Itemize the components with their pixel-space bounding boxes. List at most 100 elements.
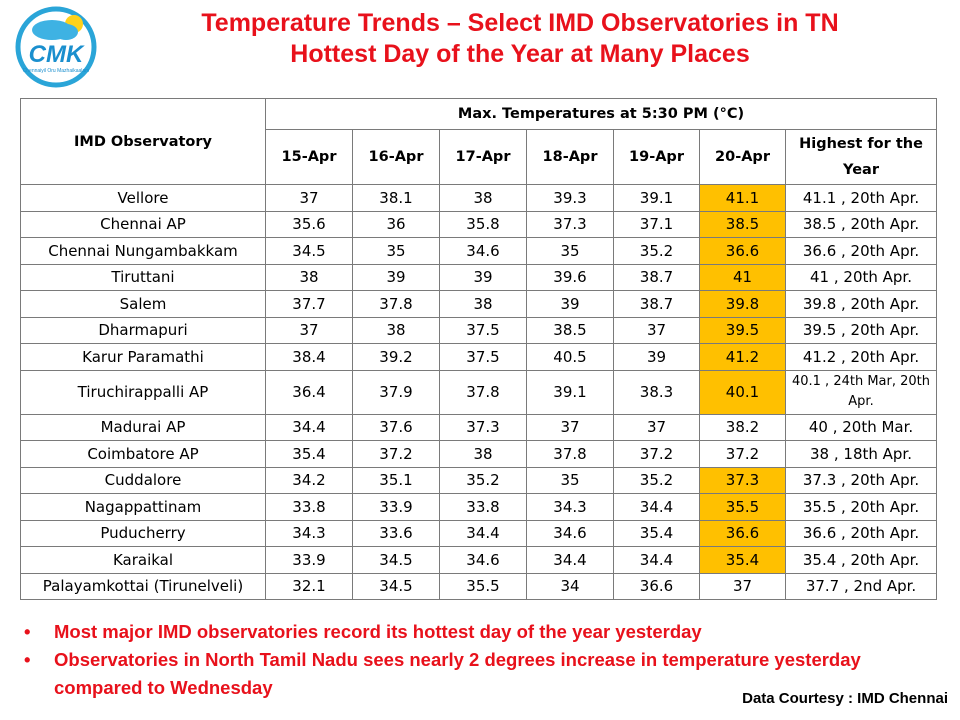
temperature-cell: 38.1 [352, 184, 440, 212]
temperature-cell: 39 [613, 343, 700, 371]
temperature-cell: 35.4 [613, 519, 700, 547]
logo-subtext: Chennaiyil Oru Mazhaikaalam [23, 68, 90, 74]
temperature-cell: 34.4 [526, 546, 614, 574]
highest-for-year-cell: 40.1 , 24th Mar, 20th Apr. [784, 369, 938, 415]
temperature-cell: 38.2 [699, 413, 786, 441]
header-date: 15-Apr [265, 129, 353, 185]
temperature-cell: 39 [439, 263, 527, 291]
temperature-cell: 34.5 [265, 237, 353, 265]
observatory-name: Madurai AP [20, 413, 266, 441]
temperature-cell: 38 [439, 290, 527, 318]
temperature-cell: 37 [613, 316, 700, 344]
temperature-cell: 36 [352, 210, 440, 238]
temperature-cell: 36.6 [699, 237, 786, 265]
logo-text: CMK [29, 41, 85, 68]
observatory-name: Tiruttani [20, 263, 266, 291]
cmk-logo: CMK Chennaiyil Oru Mazhaikaalam [15, 6, 97, 88]
observatory-name: Vellore [20, 184, 266, 212]
temperature-cell: 38 [265, 263, 353, 291]
data-courtesy: Data Courtesy : IMD Chennai [742, 690, 948, 707]
note-item: • Observatories in North Tamil Nadu sees… [20, 646, 920, 702]
observatory-name: Cuddalore [20, 466, 266, 494]
observatory-name: Puducherry [20, 519, 266, 547]
highest-for-year-cell: 38.5 , 20th Apr. [784, 210, 938, 238]
highest-for-year-cell: 40 , 20th Mar. [784, 413, 938, 441]
temperature-cell: 33.8 [265, 493, 353, 521]
table-row: Vellore 37 38.1 38 39.3 39.1 41.1 41.1 , 20th A… [20, 184, 938, 212]
bullet-marker: • [24, 649, 31, 670]
temperature-cell: 38 [352, 316, 440, 344]
temperature-cell: 39 [352, 263, 440, 291]
note-item: • Most major IMD observatories record it… [20, 618, 920, 646]
temperature-cell: 37 [699, 572, 786, 600]
note-text: Most major IMD observatories record its … [54, 621, 702, 642]
highest-for-year-cell: 38 , 18th Apr. [784, 440, 938, 468]
page-title: Temperature Trends – Select IMD Observat… [120, 8, 920, 70]
temperature-cell: 34.4 [613, 546, 700, 574]
observatory-name: Chennai AP [20, 210, 266, 238]
table-row: Chennai Nungambakkam 34.5 35 34.6 35 35.2 36.6… [20, 237, 938, 265]
temperature-cell: 34.3 [265, 519, 353, 547]
table-row: Tiruttani 38 39 39 39.6 38.7 41 41 , 20th Apr. [20, 263, 938, 291]
temperature-cell: 36.6 [699, 519, 786, 547]
observatory-name: Nagappattinam [20, 493, 266, 521]
temperature-cell: 35.5 [699, 493, 786, 521]
temperature-cell: 37.8 [439, 369, 527, 415]
temperature-cell: 34.4 [439, 519, 527, 547]
temperature-cell: 34.6 [439, 546, 527, 574]
temperature-cell: 32.1 [265, 572, 353, 600]
temperature-cell: 37.8 [352, 290, 440, 318]
table-row: Puducherry 34.3 33.6 34.4 34.6 35.4 36.6 36.6 ,… [20, 519, 938, 547]
temperature-cell: 33.9 [352, 493, 440, 521]
cloud-icon-part [54, 24, 78, 40]
highest-for-year-cell: 41.1 , 20th Apr. [784, 184, 938, 212]
observatory-name: Palayamkottai (Tirunelveli) [20, 572, 266, 600]
temperature-cell: 34.4 [613, 493, 700, 521]
header-highest: Highest for the Year [784, 129, 938, 185]
temperature-cell: 35.4 [265, 440, 353, 468]
temperature-cell: 36.4 [265, 369, 353, 415]
temperature-cell: 41 [699, 263, 786, 291]
highest-for-year-cell: 35.5 , 20th Apr. [784, 493, 938, 521]
temperature-cell: 34 [526, 572, 614, 600]
temperature-cell: 39.2 [352, 343, 440, 371]
header-observatory: IMD Observatory [20, 98, 266, 185]
temperature-cell: 35.2 [613, 466, 700, 494]
temperature-table-container: IMD Observatory Max. Temperatures at 5:3… [20, 98, 938, 600]
temperature-cell: 37.2 [352, 440, 440, 468]
highest-for-year-cell: 39.8 , 20th Apr. [784, 290, 938, 318]
temperature-cell: 33.9 [265, 546, 353, 574]
table-row: Salem 37.7 37.8 38 39 38.7 39.8 39.8 , 20th Apr… [20, 290, 938, 318]
temperature-cell: 34.4 [265, 413, 353, 441]
temperature-cell: 39.6 [526, 263, 614, 291]
logo-ring [15, 6, 97, 88]
observatory-name: Salem [20, 290, 266, 318]
table-row: Cuddalore 34.2 35.1 35.2 35 35.2 37.3 37.3 , 20… [20, 466, 938, 494]
table-row: Tiruchirappalli AP 36.4 37.9 37.8 39.1 38.3 40… [20, 369, 938, 415]
temperature-cell: 38 [439, 184, 527, 212]
header-date: 19-Apr [613, 129, 700, 185]
temperature-cell: 35.6 [265, 210, 353, 238]
title-line-1: Temperature Trends – Select IMD Observat… [201, 9, 839, 37]
header-date: 16-Apr [352, 129, 440, 185]
temperature-cell: 39 [526, 290, 614, 318]
temperature-cell: 35 [526, 466, 614, 494]
note-text: Observatories in North Tamil Nadu sees n… [54, 649, 861, 698]
temperature-cell: 39.5 [699, 316, 786, 344]
highest-for-year-cell: 37.3 , 20th Apr. [784, 466, 938, 494]
temperature-cell: 38.4 [265, 343, 353, 371]
temperature-cell: 34.2 [265, 466, 353, 494]
temperature-cell: 37.7 [265, 290, 353, 318]
highest-for-year-cell: 35.4 , 20th Apr. [784, 546, 938, 574]
observatory-name: Dharmapuri [20, 316, 266, 344]
temperature-cell: 34.5 [352, 546, 440, 574]
observatory-name: Karaikal [20, 546, 266, 574]
table-header: IMD Observatory Max. Temperatures at 5:3… [20, 98, 938, 185]
temperature-cell: 38.7 [613, 290, 700, 318]
temperature-cell: 33.6 [352, 519, 440, 547]
header-date: 20-Apr [699, 129, 786, 185]
temperature-cell: 39.8 [699, 290, 786, 318]
temperature-cell: 34.5 [352, 572, 440, 600]
observatory-name: Chennai Nungambakkam [20, 237, 266, 265]
temperature-cell: 35.2 [439, 466, 527, 494]
